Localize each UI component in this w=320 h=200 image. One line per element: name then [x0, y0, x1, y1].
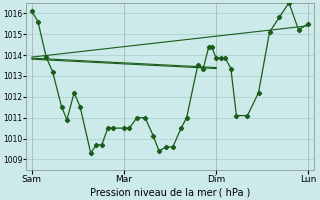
X-axis label: Pression niveau de la mer ( hPa ): Pression niveau de la mer ( hPa ) [90, 187, 250, 197]
